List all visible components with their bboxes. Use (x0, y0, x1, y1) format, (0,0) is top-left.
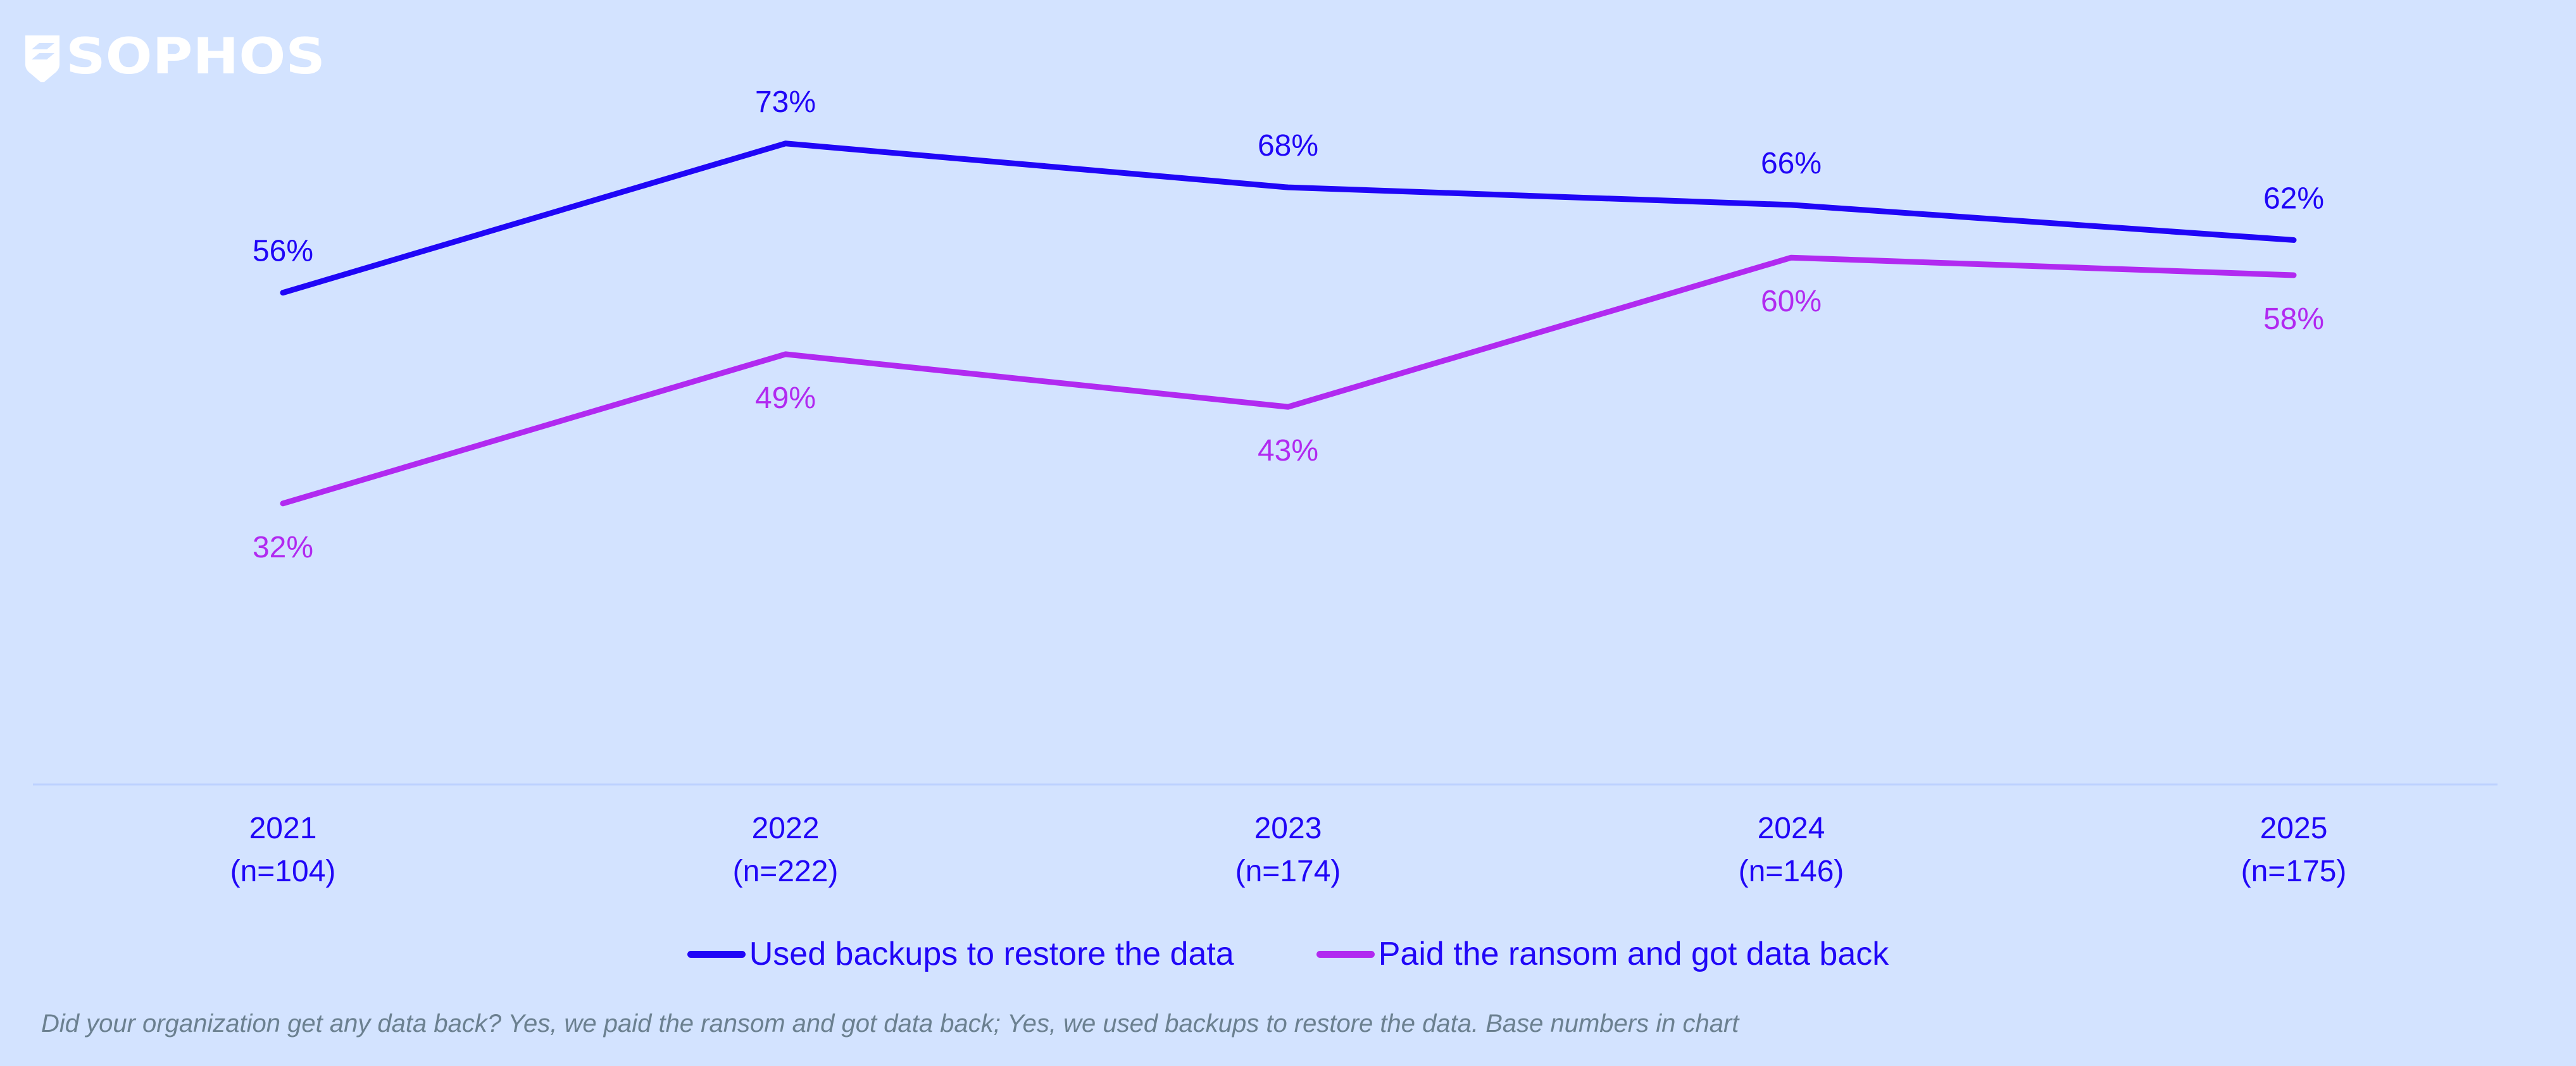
legend-swatch-backups (687, 950, 746, 958)
logo-text: SOPHOS (66, 32, 325, 82)
x-tick-label: 2025 (2260, 812, 2328, 845)
legend-swatch-ransom (1316, 950, 1375, 958)
legend-label-backups: Used backups to restore the data (749, 936, 1234, 972)
legend: Used backups to restore the data Paid th… (0, 935, 2576, 973)
data-label: 68% (1258, 129, 1318, 163)
x-tick-label: 2022 (752, 812, 820, 845)
sophos-logo: SOPHOS (25, 28, 468, 85)
x-tick-label: 2024 (1758, 812, 1825, 845)
x-tick-sublabel: (n=175) (2241, 855, 2347, 888)
data-label: 66% (1761, 147, 1822, 180)
legend-item-backups: Used backups to restore the data (687, 935, 1234, 973)
x-tick-label: 2023 (1254, 812, 1322, 845)
data-label: 56% (253, 235, 313, 268)
x-tick-sublabel: (n=174) (1235, 855, 1341, 888)
x-tick-label: 2021 (249, 812, 317, 845)
x-tick-sublabel: (n=146) (1739, 855, 1844, 888)
legend-label-ransom: Paid the ransom and got data back (1378, 936, 1889, 972)
data-label: 60% (1761, 285, 1822, 318)
x-tick-sublabel: (n=104) (230, 855, 336, 888)
data-label: 62% (2263, 182, 2324, 215)
data-label: 49% (755, 381, 816, 415)
series-line-backups (280, 140, 2297, 296)
x-tick-sublabel: (n=222) (733, 855, 839, 888)
footnote: Did your organization get any data back?… (41, 1010, 1739, 1038)
data-label: 43% (1258, 434, 1318, 468)
data-label: 58% (2263, 302, 2324, 336)
data-label: 73% (755, 85, 816, 119)
data-label: 32% (253, 531, 313, 564)
legend-item-ransom: Paid the ransom and got data back (1316, 935, 1889, 973)
